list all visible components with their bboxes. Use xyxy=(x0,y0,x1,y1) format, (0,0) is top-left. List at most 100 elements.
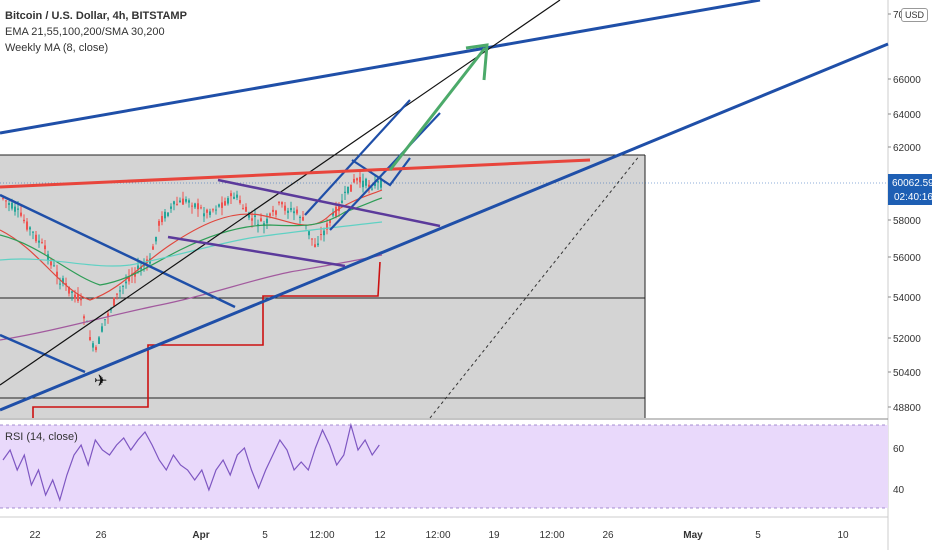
small-channel-right xyxy=(329,112,441,231)
candle-body xyxy=(326,223,328,230)
price-badge-countdown: 02:40:16 xyxy=(894,192,932,203)
candle-body xyxy=(137,265,139,270)
currency-badge[interactable]: USD xyxy=(900,8,928,22)
time-tick-label: May xyxy=(683,530,703,541)
price-tick-label: 56000 xyxy=(893,253,921,264)
lower-channel-line xyxy=(0,42,889,412)
price-tick-label: 54000 xyxy=(893,293,921,304)
rsi-band xyxy=(0,425,888,508)
candle-body xyxy=(80,298,82,301)
candle-body xyxy=(197,203,199,210)
candle-body xyxy=(8,203,10,205)
candle-body xyxy=(269,213,271,216)
time-tick-label: 12 xyxy=(374,530,386,541)
candle-body xyxy=(236,194,238,198)
upper-channel-line xyxy=(0,0,761,135)
candle-body xyxy=(83,316,85,319)
candle-body xyxy=(362,180,364,188)
candle-body xyxy=(143,265,145,267)
price-tick-label: 62000 xyxy=(893,143,921,154)
candle-body xyxy=(377,181,379,183)
candle-body xyxy=(179,200,181,203)
candle-body xyxy=(215,209,217,211)
candle-body xyxy=(293,211,295,214)
price-tick-label: 58000 xyxy=(893,216,921,227)
candle-body xyxy=(23,219,25,222)
candle-body xyxy=(212,209,214,211)
candle-body xyxy=(299,216,301,218)
candle-body xyxy=(209,211,211,215)
candle-body xyxy=(332,212,334,216)
candle-body xyxy=(128,276,130,282)
candle-body xyxy=(98,337,100,344)
candle-body xyxy=(38,240,40,243)
candle-body xyxy=(227,198,229,204)
candle-body xyxy=(248,212,250,218)
candle-body xyxy=(32,231,34,233)
candle-body xyxy=(2,197,4,199)
candle-body xyxy=(59,283,61,285)
candle-body xyxy=(239,200,241,203)
price-tick-label: 50400 xyxy=(893,368,921,379)
candle-body xyxy=(317,243,319,246)
candle-body xyxy=(278,202,280,204)
symbol-title: Bitcoin / U.S. Dollar, 4h, BITSTAMP xyxy=(5,10,187,22)
candle-body xyxy=(17,208,19,210)
candle-body xyxy=(20,212,22,216)
candle-body xyxy=(152,246,154,250)
time-tick-label: 5 xyxy=(755,530,761,541)
price-badge-value: 60062.59 xyxy=(892,178,932,189)
candle-body xyxy=(77,294,79,301)
candle-body xyxy=(11,202,13,209)
candle-body xyxy=(161,216,163,223)
time-tick-label: 19 xyxy=(488,530,500,541)
candle-body xyxy=(320,234,322,236)
candle-body xyxy=(308,231,310,236)
ema-indicator-label: EMA 21,55,100,200/SMA 30,200 xyxy=(5,26,165,38)
candle-body xyxy=(347,186,349,194)
candle-body xyxy=(14,206,16,212)
descending-line-2 xyxy=(0,333,86,374)
candle-body xyxy=(68,286,70,294)
descending-line-1 xyxy=(0,193,236,309)
step-function xyxy=(32,261,381,418)
candle-body xyxy=(311,238,313,240)
candle-body xyxy=(290,208,292,211)
candle-body xyxy=(374,182,376,186)
candle-body xyxy=(203,213,205,217)
chart-legend: Bitcoin / U.S. Dollar, 4h, BITSTAMP EMA … xyxy=(5,8,187,56)
time-tick-label: Apr xyxy=(192,530,209,541)
candle-body xyxy=(170,206,172,209)
purple-wedge-top xyxy=(217,178,441,228)
candle-body xyxy=(74,294,76,299)
candle-body xyxy=(176,203,178,205)
candle-body xyxy=(173,201,175,205)
candle-body xyxy=(191,205,193,207)
candle-body xyxy=(89,337,91,340)
candle-body xyxy=(188,200,190,203)
candle-body xyxy=(125,281,127,284)
candle-body xyxy=(167,212,169,216)
green-projection-arrow xyxy=(388,47,487,171)
candle-body xyxy=(251,218,253,221)
candle-body xyxy=(275,210,277,215)
time-tick-label: 26 xyxy=(602,530,614,541)
candle-body xyxy=(230,193,232,197)
candle-body xyxy=(92,343,94,348)
candle-body xyxy=(323,230,325,236)
candle-body xyxy=(266,218,268,224)
price-tick-label: 52000 xyxy=(893,334,921,345)
weekly-ma-label: Weekly MA (8, close) xyxy=(5,42,109,54)
dashed-diagonal xyxy=(429,154,641,419)
candle-body xyxy=(107,313,109,317)
rsi-tick-label: 60 xyxy=(893,444,905,455)
candle-body xyxy=(116,293,118,295)
candle-body xyxy=(344,191,346,194)
candle-body xyxy=(53,265,55,267)
candle-body xyxy=(155,236,157,242)
time-tick-label: 26 xyxy=(95,530,107,541)
price-badge xyxy=(888,174,932,205)
candle-body xyxy=(287,210,289,213)
rsi-line xyxy=(2,422,380,502)
